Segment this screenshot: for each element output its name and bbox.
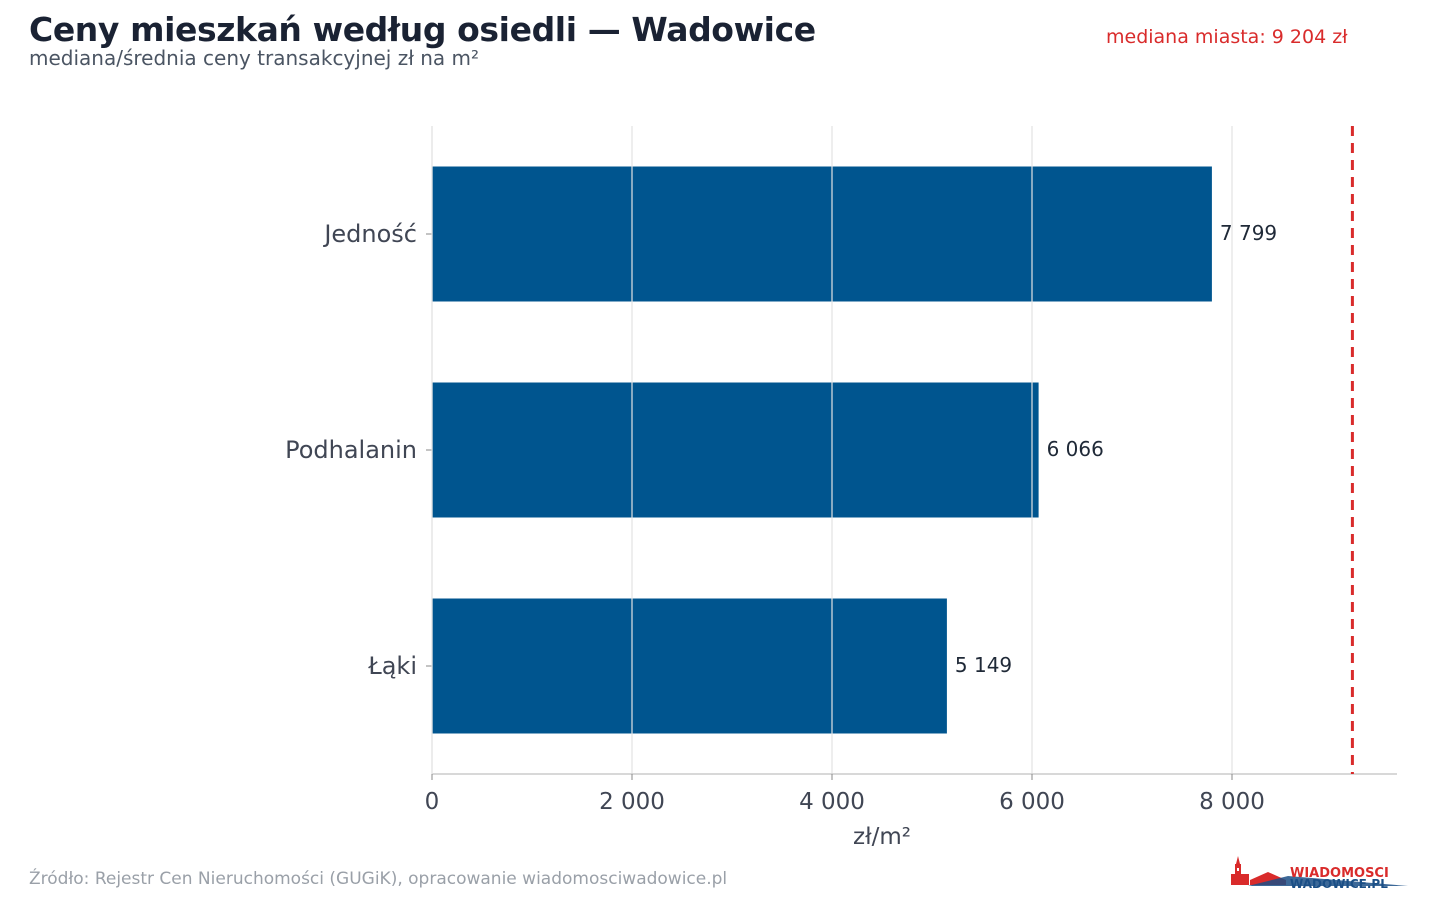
bar-value-label: 7 799 [1220,221,1277,245]
bar-value-label: 5 149 [955,653,1012,677]
x-tick-label: 4 000 [799,789,865,815]
bar [432,598,947,734]
church-icon [1231,856,1249,885]
logo-text-top: WIADOMOSCI [1290,866,1389,881]
category-label: Podhalanin [285,436,417,464]
x-tick-label: 6 000 [999,789,1065,815]
logo-text-bottom: WADOWICE.PL [1290,877,1388,890]
x-tick-label: 2 000 [599,789,665,815]
bar-value-label: 6 066 [1047,437,1104,461]
site-logo: WIADOMOSCI WADOWICE.PL [1231,856,1408,890]
city-median-annotation: mediana miasta: 9 204 zł [1106,26,1348,48]
bar-chart: 0 2 000 4 000 6 000 8 000 zł/m² Jedność Podhala… [285,126,1397,850]
source-note: Źródło: Rejestr Cen Nieruchomości (GUGiK… [29,869,728,889]
category-label: Jedność [322,220,417,248]
chart-subtitle: mediana/średnia ceny transakcyjnej zł na… [29,46,480,70]
wave-shape [1248,876,1408,886]
chart-title: Ceny mieszkań według osiedli — Wadowice [29,10,816,49]
category-label: Łąki [367,652,417,680]
bar [432,166,1212,302]
bar [432,382,1039,518]
x-tick-label: 0 [425,789,440,815]
x-tick-label: 8 000 [1199,789,1265,815]
x-axis-title: zł/m² [853,824,911,850]
